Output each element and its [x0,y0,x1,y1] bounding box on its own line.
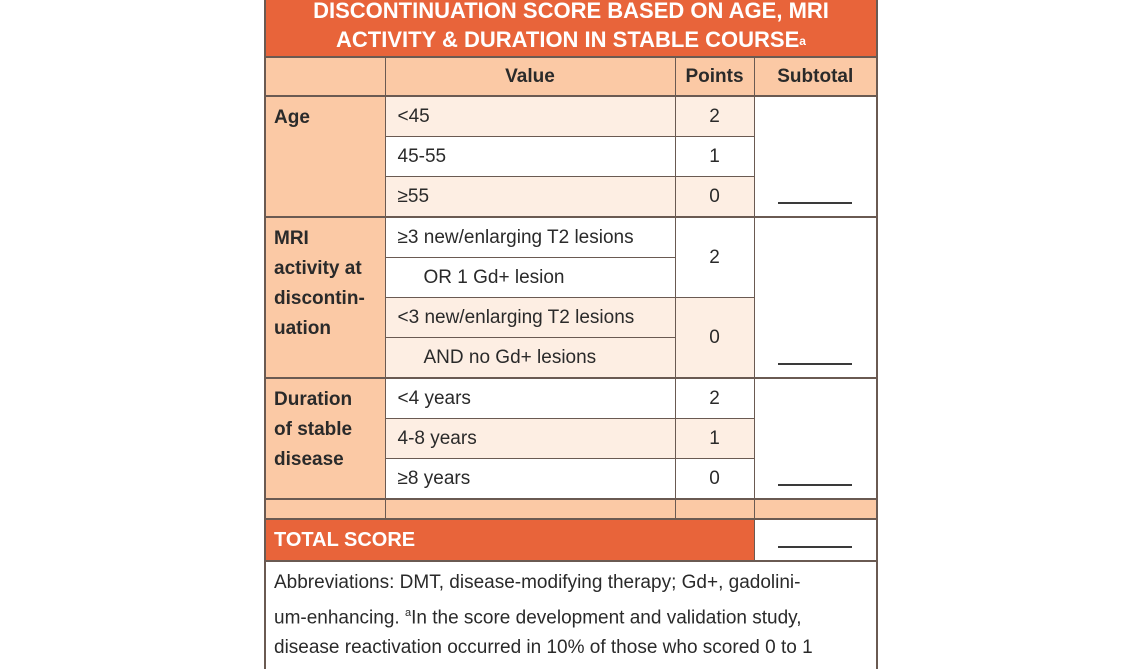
subtotal-duration-blank[interactable] [754,378,876,500]
footnotes: Abbreviations: DMT, disease-modifying th… [266,562,876,669]
value-cell: ≥55 [385,176,676,218]
header-points: Points [675,58,755,97]
points-cell: 0 [675,458,755,500]
table-row: Duration of stable disease <4 years 2 [266,378,876,500]
value-cell: OR 1 Gd+ lesion [385,257,676,298]
points-cell: 1 [675,418,755,459]
points-cell: 1 [675,136,755,177]
category-age: Age [266,96,386,218]
points-cell: 2 [675,217,755,298]
value-cell: <45 [385,96,676,137]
title-footnote-marker: a [799,34,806,48]
value-cell: <4 years [385,378,676,419]
value-cell: AND no Gd+ lesions [385,337,676,379]
value-cell: 45-55 [385,136,676,177]
subtotal-mri-blank[interactable] [754,217,876,379]
header-row: Value Points Subtotal [266,58,876,97]
header-subtotal: Subtotal [754,58,876,97]
spacer-row [266,499,876,520]
header-blank [266,58,386,97]
category-duration: Duration of stable disease [266,378,386,500]
footnote-line-3: disease reactivation occurred in 10% of … [274,637,813,659]
fill-in-line [778,363,853,365]
total-score-blank[interactable] [754,519,876,562]
table-row: 45-55 1 [266,136,876,177]
table-row: OR 1 Gd+ lesion [266,257,876,298]
footnote-line-1: Abbreviations: DMT, disease-modifying th… [274,572,801,593]
points-cell: 2 [675,96,755,137]
table-title: DISCONTINUATION SCORE BASED ON AGE, MRI … [266,0,876,58]
header-value: Value [385,58,676,97]
table-row: MRI activity at discontin-uation ≥3 new/… [266,217,876,379]
points-cell: 0 [675,297,755,379]
value-cell: ≥8 years [385,458,676,500]
title-line-2: ACTIVITY & DURATION IN STABLE COURSEa [336,27,806,52]
total-score-label: TOTAL SCORE [266,519,755,562]
category-mri-activity: MRI activity at discontin-uation [266,217,386,379]
score-table: Value Points Subtotal Age <45 2 45-55 1 … [266,58,876,562]
discontinuation-score-table-card: DISCONTINUATION SCORE BASED ON AGE, MRI … [264,0,878,669]
value-cell: <3 new/enlarging T2 lesions [385,297,676,338]
table-row: 4-8 years 1 [266,418,876,459]
value-cell: ≥3 new/enlarging T2 lesions [385,217,676,258]
footnote-line-2: um-enhancing. aIn the score development … [274,607,802,629]
fill-in-line [778,546,853,548]
value-cell: 4-8 years [385,418,676,459]
table-row: ≥8 years 0 [266,458,876,500]
table-row: Age <45 2 [266,96,876,218]
title-line-1: DISCONTINUATION SCORE BASED ON AGE, MRI [313,0,829,23]
fill-in-line [778,484,853,486]
table-row: AND no Gd+ lesions [266,337,876,379]
points-cell: 2 [675,378,755,419]
points-cell: 0 [675,176,755,218]
fill-in-line [778,202,853,204]
table-row: ≥55 0 [266,176,876,218]
total-score-row: TOTAL SCORE [266,519,876,562]
table-row: <3 new/enlarging T2 lesions 0 [266,297,876,379]
subtotal-age-blank[interactable] [754,96,876,218]
